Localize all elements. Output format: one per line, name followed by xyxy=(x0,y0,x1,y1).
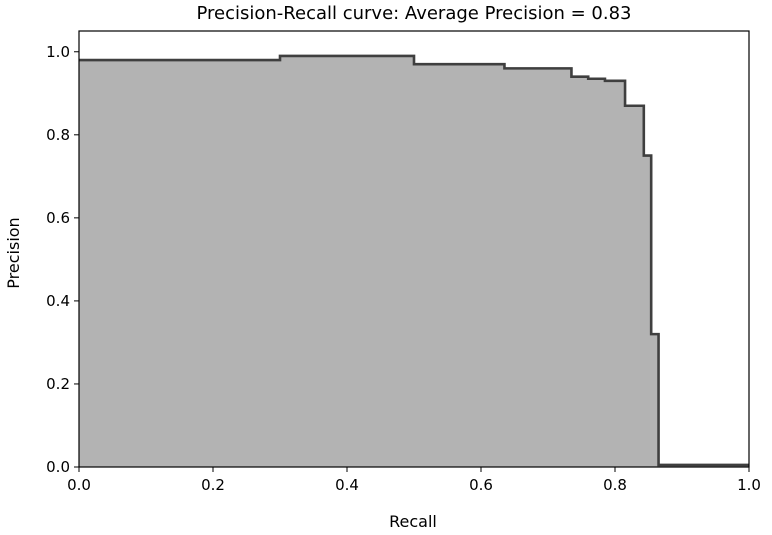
y-axis: 0.0 0.2 0.4 0.6 0.8 1.0 xyxy=(46,43,79,476)
x-tick-label: 0.8 xyxy=(603,476,627,494)
plot-area xyxy=(78,30,750,468)
chart-title: Precision-Recall curve: Average Precisio… xyxy=(196,3,631,24)
x-tick-label: 0.0 xyxy=(67,476,91,494)
x-tick-label: 0.2 xyxy=(201,476,225,494)
pr-curve-line xyxy=(79,54,749,467)
pr-curve-area xyxy=(79,55,749,468)
y-tick-label: 0.2 xyxy=(46,375,70,393)
x-axis: 0.0 0.2 0.4 0.6 0.8 1.0 xyxy=(67,467,761,494)
x-tick-label: 1.0 xyxy=(737,476,761,494)
x-axis-label: Recall xyxy=(389,512,437,531)
plot-frame xyxy=(78,30,750,468)
x-tick-label: 0.6 xyxy=(469,476,493,494)
y-tick-label: 0.0 xyxy=(46,458,70,476)
y-tick-label: 0.8 xyxy=(46,126,70,144)
y-tick-label: 0.4 xyxy=(46,292,70,310)
y-tick-label: 0.6 xyxy=(46,209,70,227)
x-tick-label: 0.4 xyxy=(335,476,359,494)
y-axis-label: Precision xyxy=(4,217,23,288)
y-tick-label: 1.0 xyxy=(46,43,70,61)
